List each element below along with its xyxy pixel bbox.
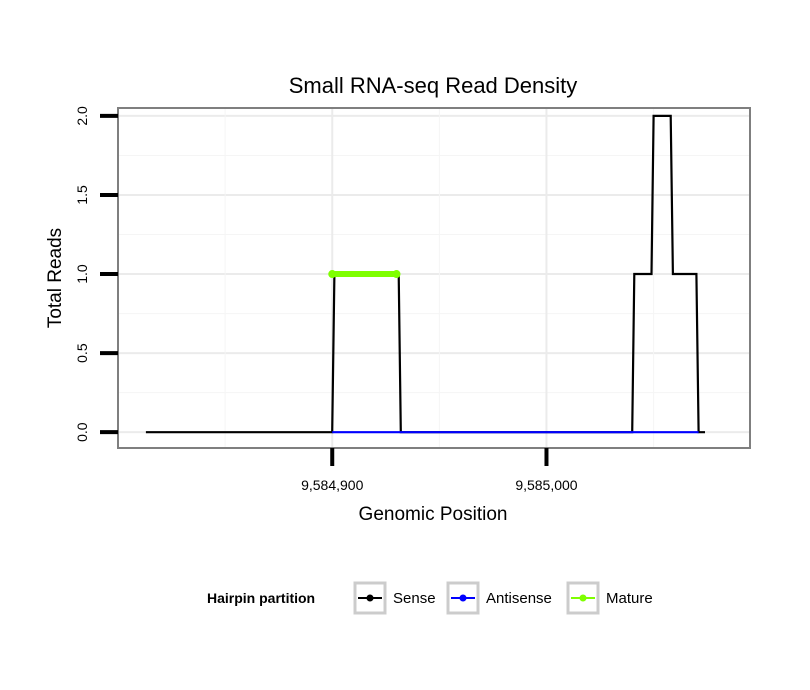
y-tick-label: 2.0 [74, 106, 90, 126]
x-tick-label: 9,585,000 [515, 477, 577, 493]
legend-key-point [366, 594, 374, 602]
legend-title: Hairpin partition [207, 590, 315, 606]
legend: Hairpin partition Sense Antisense Mature [207, 581, 653, 615]
series-layer [145, 114, 705, 434]
y-tick-label: 1.5 [74, 185, 90, 205]
series-point-mature [328, 270, 337, 279]
legend-item-sense: Sense [353, 581, 436, 615]
x-axis-title: Genomic Position [359, 504, 508, 525]
y-tick-label: 0.0 [74, 422, 90, 442]
y-tick-label: 1.0 [74, 264, 90, 284]
legend-key-box [446, 581, 480, 615]
x-axis: 9,584,900 9,585,000 [301, 448, 578, 493]
legend-label: Sense [393, 590, 436, 607]
grid [117, 108, 750, 448]
legend-key-point [579, 594, 587, 602]
chart-title: Small RNA-seq Read Density [289, 73, 578, 98]
plot-panel [117, 107, 751, 449]
x-tick-label: 9,584,900 [301, 477, 363, 493]
y-tick-label: 0.5 [74, 343, 90, 363]
legend-item-mature: Mature [566, 581, 653, 615]
legend-label: Antisense [486, 590, 552, 607]
y-axis: 0.0 0.5 1.0 1.5 2.0 [74, 106, 118, 442]
legend-key-point [459, 594, 467, 602]
y-axis-title: Total Reads [45, 228, 66, 328]
legend-label: Mature [606, 590, 653, 607]
legend-item-antisense: Antisense [446, 581, 552, 615]
series-point-mature [392, 270, 401, 279]
